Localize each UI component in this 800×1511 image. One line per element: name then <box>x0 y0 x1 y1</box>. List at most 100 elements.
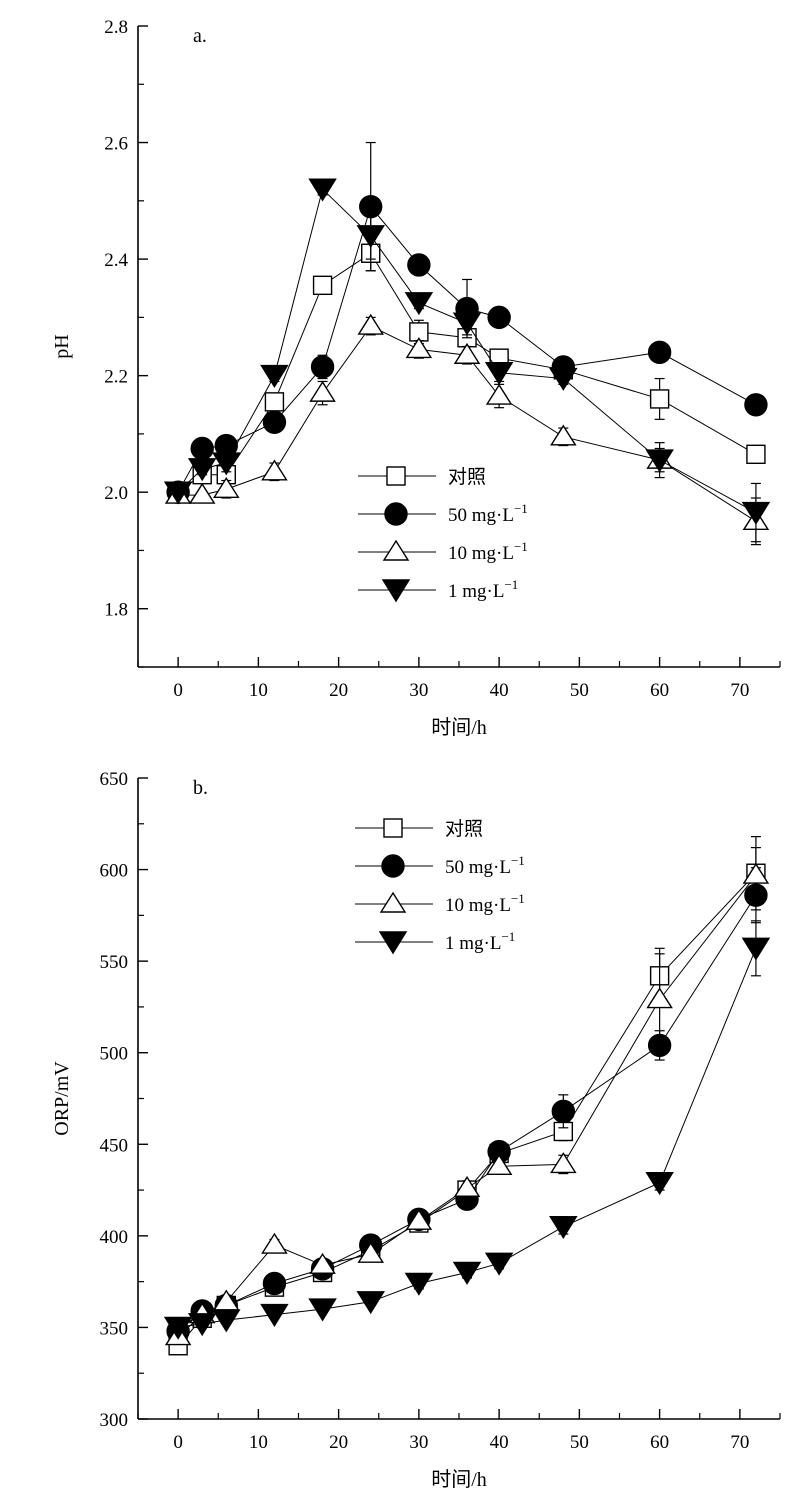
b-legend-label: 对照 <box>445 818 483 840</box>
b-legend-marker <box>378 931 408 955</box>
a-data-point <box>485 383 513 405</box>
b-data-point <box>550 1152 577 1174</box>
b-ytick-label: 500 <box>100 1044 129 1065</box>
a-data-point <box>308 178 337 202</box>
b-xtick-label: 30 <box>409 1432 428 1453</box>
a-data-point <box>309 380 336 402</box>
a-data-point <box>213 476 240 498</box>
a-data-point <box>746 444 766 465</box>
b-legend-superscript: −1 <box>501 929 515 944</box>
b-legend-text: 对照 <box>445 818 483 840</box>
b-legend-marker <box>379 891 407 913</box>
b-data-point <box>309 1252 336 1274</box>
b-data-point <box>404 1272 434 1296</box>
b-data-point <box>551 1099 576 1124</box>
b-ytick-label: 450 <box>100 1135 129 1156</box>
a-data-point <box>357 313 384 335</box>
b-series-4 <box>163 920 771 1340</box>
a-data-point <box>549 367 578 391</box>
b-data-point <box>742 862 770 884</box>
a-legend-label: 10 mg·L−1 <box>448 539 528 564</box>
b-legend-marker <box>383 818 403 838</box>
b-xtick-label: 40 <box>490 1432 509 1453</box>
a-legend-marker <box>382 539 410 561</box>
a-data-point <box>484 362 514 386</box>
b-xtick-label: 50 <box>570 1432 589 1453</box>
b-ytick-label: 350 <box>100 1318 129 1339</box>
b-xtick-label: 10 <box>249 1432 268 1453</box>
a-ytick-label: 2.8 <box>104 17 128 38</box>
b-data-point <box>261 1232 288 1254</box>
a-data-point <box>312 275 333 296</box>
a-data-point <box>190 436 214 461</box>
b-data-point <box>485 1153 513 1175</box>
b-data-point <box>452 1261 482 1285</box>
b-panel-label: b. <box>193 777 208 799</box>
a-data-point <box>741 501 771 525</box>
b-data-point <box>308 1298 337 1322</box>
b-legend-label: 50 mg·L−1 <box>445 853 525 878</box>
b-data-point <box>262 1271 287 1296</box>
a-panel-label: a. <box>193 25 207 47</box>
b-data-point <box>187 1313 217 1337</box>
a-data-point <box>356 225 385 249</box>
a-xtick-label: 20 <box>329 680 348 701</box>
a-x-label: 时间/h <box>431 716 487 739</box>
a-data-point <box>744 393 768 417</box>
a-data-point <box>187 458 217 482</box>
a-data-point <box>645 449 674 473</box>
b-legend-marker <box>381 854 405 878</box>
a-y-label: pH <box>51 334 73 358</box>
b-legend-superscript: −1 <box>511 853 525 868</box>
a-data-point <box>407 253 431 277</box>
a-legend-marker <box>381 579 411 603</box>
b-legend-label: 10 mg·L−1 <box>445 891 525 916</box>
a-data-point <box>262 410 287 434</box>
b-legend-text: 10 mg·L <box>445 895 511 916</box>
a-legend-text: 50 mg·L <box>448 505 514 526</box>
b-xtick-label: 70 <box>730 1432 749 1453</box>
a-legend-label: 1 mg·L−1 <box>448 577 518 602</box>
a-series-1 <box>168 235 766 502</box>
a-legend-label: 50 mg·L−1 <box>448 501 528 526</box>
a-data-point <box>550 424 577 446</box>
b-data-point <box>646 987 673 1009</box>
b-data-point <box>212 1309 241 1333</box>
a-legend-marker <box>384 502 408 526</box>
a-data-point <box>261 459 288 481</box>
b-ytick-label: 650 <box>100 769 129 790</box>
b-data-point <box>357 1241 384 1263</box>
a-data-point <box>310 355 335 379</box>
a-data-point <box>163 481 193 505</box>
a-legend-marker <box>386 466 406 486</box>
a-ytick-label: 2.0 <box>104 483 128 504</box>
a-data-point <box>405 337 433 359</box>
b-ytick-label: 600 <box>100 861 129 882</box>
b-y-label: ORP/mV <box>51 1061 73 1136</box>
b-data-point <box>484 1252 514 1276</box>
a-legend-text: 10 mg·L <box>448 543 514 564</box>
a-legend-text: 1 mg·L <box>448 581 504 602</box>
a-data-point <box>264 392 285 412</box>
a-ytick-label: 2.4 <box>104 250 128 271</box>
a-ytick-label: 2.6 <box>104 134 128 155</box>
b-data-point <box>645 1172 674 1196</box>
b-data-point <box>260 1303 289 1327</box>
b-legend-text: 1 mg·L <box>445 933 501 954</box>
b-x-label: 时间/h <box>431 1468 487 1491</box>
a-data-point <box>452 312 482 336</box>
b-data-point <box>163 1316 193 1340</box>
a-data-point <box>212 452 241 476</box>
a-legend-superscript: −1 <box>504 577 518 592</box>
chart-b-orp: 300 350 400 450 500 550 600 650 0 10 20 30 40 50 60 70 时… <box>51 769 781 1491</box>
b-legend-text: 50 mg·L <box>445 857 511 878</box>
a-series-3 <box>164 313 770 546</box>
b-data-point <box>405 1208 433 1230</box>
a-ytick-label: 2.2 <box>104 367 128 388</box>
a-data-point <box>404 292 434 316</box>
a-xtick-label: 30 <box>409 680 428 701</box>
b-data-point <box>549 1215 578 1240</box>
